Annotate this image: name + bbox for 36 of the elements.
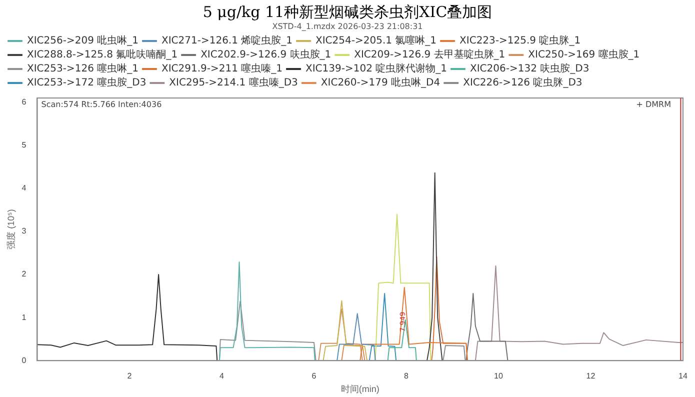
x-tick-label: 10 [494, 372, 504, 381]
x-tick-label: 12 [586, 372, 596, 381]
y-tick-label: 3 [22, 226, 27, 236]
legend-label: XIC223->125.9 啶虫脒_1 [460, 34, 581, 47]
y-tick-label: 6 [22, 98, 27, 107]
y-tick-label: 1 [22, 312, 27, 322]
legend-label: XIC250->169 噻虫胺_1 [528, 48, 640, 61]
legend-label: XIC253->172 噻虫胺_D3 [27, 76, 146, 89]
legend-label: XIC139->102 啶虫脒代谢物_1 [306, 62, 447, 75]
y-tick-label: 5 [22, 140, 27, 150]
x-tick-label: 8 [404, 372, 410, 381]
y-axis-title: 强度 (10⁵) [6, 209, 16, 250]
x-tick-label: 14 [678, 372, 688, 381]
x-tick-label: 2 [127, 372, 132, 381]
legend-label: XIC254->205.1 氯噻啉_1 [316, 34, 437, 47]
x-axis-title: 时间(min) [340, 384, 380, 394]
legend-label: XIC209->126.9 去甲基啶虫脒_1 [354, 48, 506, 61]
legend-label: XIC295->214.1 噻虫嗪_D3 [169, 76, 298, 89]
legend-label: XIC291.9->211 噻虫嗪_1 [161, 62, 283, 75]
x-tick-label: 6 [312, 372, 317, 381]
legend-label: XIC288.8->125.8 氟吡呋喃酮_1 [27, 48, 178, 61]
y-tick-label: 0 [22, 356, 27, 365]
annotation: Scan:574 Rt:5.766 Inten:4036 [41, 100, 162, 110]
legend-label: XIC260->179 吡虫啉_D4 [320, 76, 440, 89]
annotation: + DMRM [636, 100, 672, 110]
legend-label: XIC206->132 呋虫胺_D3 [470, 62, 590, 75]
y-tick-label: 4 [22, 184, 27, 193]
legend-label: XIC202.9->126.9 呋虫胺_1 [200, 48, 332, 61]
legend-label: XIC256->209 吡虫啉_1 [27, 34, 138, 47]
chart-title: 5 μg/kg 11种新型烟碱类杀虫剂XIC叠加图 [202, 2, 494, 22]
x-tick-label: 4 [220, 372, 225, 381]
legend-label: XIC271->126.1 烯啶虫胺_1 [161, 34, 293, 47]
y-tick-label: 2 [22, 270, 27, 279]
legend-label: XIC226->126 啶虫脒_D3 [463, 76, 582, 89]
text: XSTD-4_1.mzdx 2026-03-23 21:08:31 [271, 22, 424, 32]
legend-label: XIC253->126 噻虫啉_1 [27, 62, 138, 75]
